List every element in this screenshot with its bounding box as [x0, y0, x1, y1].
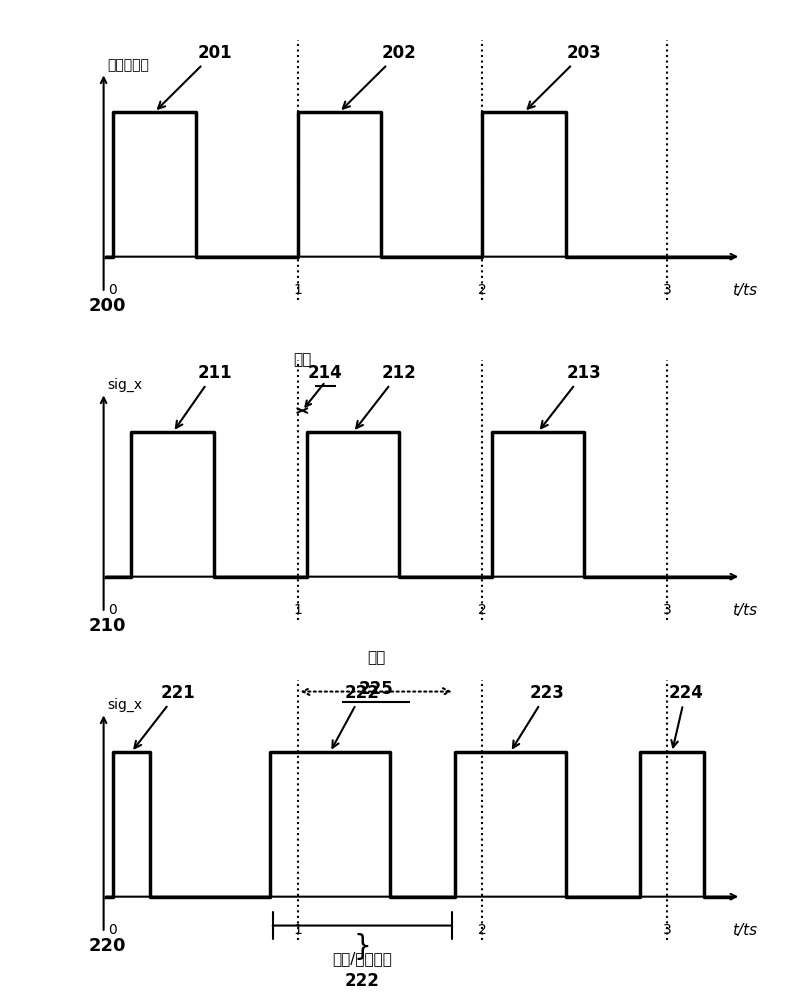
Text: 221: 221: [135, 684, 195, 748]
Text: 214: 214: [308, 364, 343, 382]
Text: 225: 225: [359, 680, 394, 698]
Text: 2: 2: [478, 603, 487, 617]
Text: 213: 213: [541, 364, 602, 428]
Text: 202: 202: [343, 44, 417, 109]
Text: sig_x: sig_x: [108, 378, 143, 392]
Text: 3: 3: [663, 923, 672, 937]
Text: 223: 223: [513, 684, 564, 748]
Text: 1: 1: [293, 283, 302, 297]
Text: sig_x: sig_x: [108, 698, 143, 712]
Text: 211: 211: [176, 364, 232, 428]
Text: 2: 2: [478, 283, 487, 297]
Text: 0: 0: [108, 603, 117, 617]
Text: 224: 224: [669, 684, 703, 747]
Text: 200: 200: [88, 297, 127, 315]
Text: 延迟: 延迟: [293, 352, 312, 367]
Text: 采样/载波周期: 采样/载波周期: [332, 952, 392, 967]
Text: t/ts: t/ts: [732, 603, 757, 618]
Text: t/ts: t/ts: [732, 923, 757, 938]
Text: 2: 2: [478, 923, 487, 937]
Text: 1: 1: [293, 603, 302, 617]
Text: 222: 222: [345, 972, 380, 990]
Text: 触发器时钟: 触发器时钟: [108, 58, 149, 73]
Text: 0: 0: [108, 923, 117, 937]
Text: 203: 203: [528, 44, 602, 109]
Text: 3: 3: [663, 603, 672, 617]
Text: 延迟: 延迟: [367, 651, 385, 666]
Text: 0: 0: [108, 283, 117, 297]
Text: 220: 220: [88, 937, 127, 955]
Text: 210: 210: [88, 617, 127, 635]
Text: 3: 3: [663, 283, 672, 297]
Text: 222: 222: [332, 684, 380, 748]
Text: 201: 201: [158, 44, 232, 109]
Text: t/ts: t/ts: [732, 283, 757, 298]
Text: }: }: [354, 933, 371, 961]
Text: 212: 212: [356, 364, 417, 428]
Text: 1: 1: [293, 923, 302, 937]
